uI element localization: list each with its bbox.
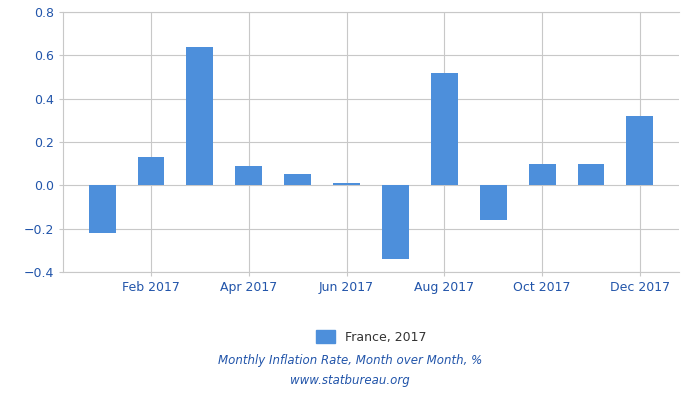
Bar bbox=[480, 185, 507, 220]
Text: www.statbureau.org: www.statbureau.org bbox=[290, 374, 410, 387]
Bar bbox=[186, 47, 214, 185]
Bar bbox=[235, 166, 262, 185]
Bar bbox=[578, 164, 604, 185]
Bar bbox=[333, 183, 360, 185]
Bar bbox=[626, 116, 653, 185]
Bar bbox=[431, 73, 458, 185]
Legend: France, 2017: France, 2017 bbox=[311, 325, 431, 349]
Bar bbox=[89, 185, 116, 233]
Bar bbox=[382, 185, 409, 259]
Bar bbox=[284, 174, 311, 185]
Text: Monthly Inflation Rate, Month over Month, %: Monthly Inflation Rate, Month over Month… bbox=[218, 354, 482, 367]
Bar bbox=[138, 157, 164, 185]
Bar bbox=[528, 164, 556, 185]
